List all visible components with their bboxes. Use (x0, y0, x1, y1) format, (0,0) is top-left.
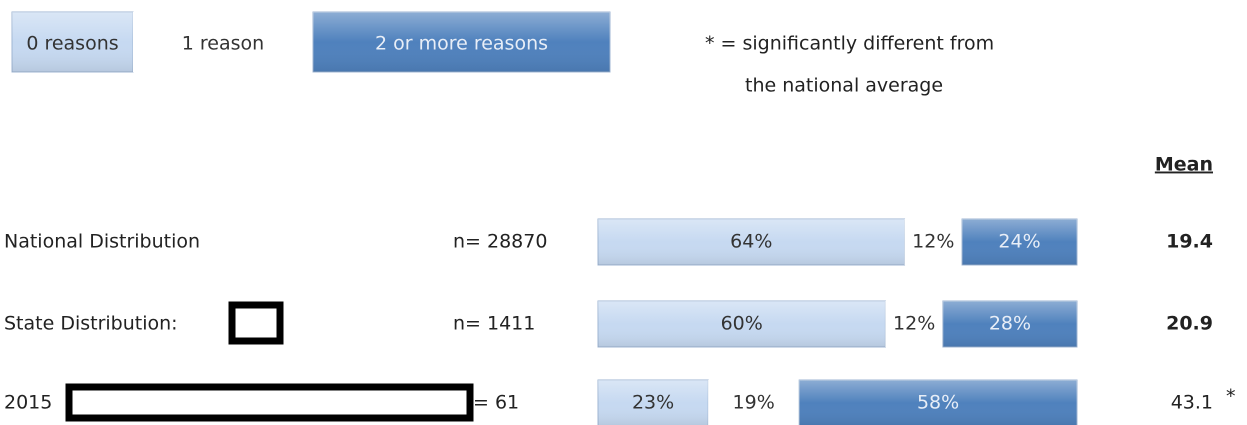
n-label: = 61 (473, 392, 519, 414)
data-label: 19% (733, 392, 775, 414)
bar-segment (904, 219, 963, 265)
bar-sheen (598, 301, 886, 347)
bar-segment (708, 380, 800, 425)
data-label: 58% (917, 392, 959, 414)
bar-sheen (598, 380, 709, 425)
data-label: 12% (893, 313, 935, 335)
bar-sheen (598, 219, 905, 265)
legend-label: 1 reason (182, 33, 264, 55)
n-label: n= 28870 (453, 231, 547, 253)
bar-sheen (942, 301, 1077, 347)
data-label: 28% (989, 313, 1031, 335)
mean-value: 43.1 (1171, 392, 1213, 414)
data-label: 64% (730, 231, 772, 253)
data-label: 60% (721, 313, 763, 335)
legend-sheen (313, 12, 610, 72)
category-label: 2015 (4, 392, 52, 414)
bar-sheen (962, 219, 1077, 265)
data-label: 12% (912, 231, 954, 253)
redaction (65, 383, 474, 422)
legend-sheen (12, 12, 133, 72)
category-label: State Distribution: (4, 313, 178, 335)
data-label: 23% (632, 392, 674, 414)
data-label: 24% (998, 231, 1040, 253)
note-line: the national average (745, 75, 943, 97)
mean-header: Mean (1155, 154, 1213, 176)
mean-value: 20.9 (1166, 313, 1213, 335)
legend-label: 0 reasons (26, 33, 118, 55)
legend-swatch (133, 12, 313, 72)
bar-segment (885, 301, 943, 347)
note-line: * = significantly different from (705, 33, 994, 55)
bar-sheen (799, 380, 1077, 425)
n-label: n= 1411 (453, 313, 535, 335)
category-label: National Distribution (4, 231, 200, 253)
mean-value: 19.4 (1166, 231, 1213, 253)
mean-note: * (1226, 386, 1236, 408)
redaction (228, 301, 284, 345)
legend-label: 2 or more reasons (375, 33, 548, 55)
